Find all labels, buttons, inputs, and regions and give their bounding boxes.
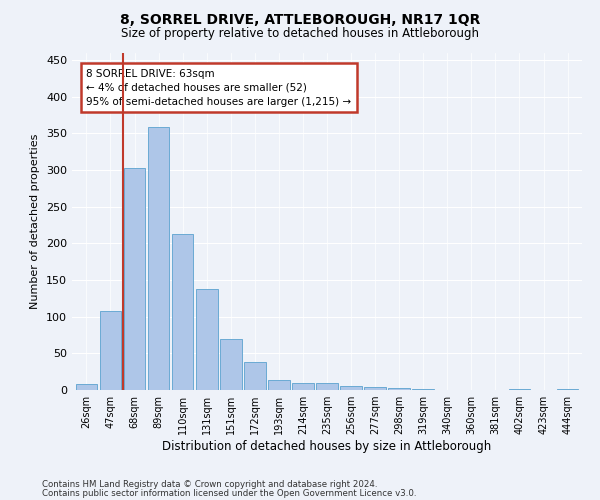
Bar	[340, 386, 362, 390]
Bar	[292, 382, 314, 390]
Bar	[557, 388, 578, 390]
Text: 8, SORREL DRIVE, ATTLEBOROUGH, NR17 1QR: 8, SORREL DRIVE, ATTLEBOROUGH, NR17 1QR	[120, 12, 480, 26]
Bar	[220, 340, 242, 390]
Bar	[268, 380, 290, 390]
Text: Size of property relative to detached houses in Attleborough: Size of property relative to detached ho…	[121, 28, 479, 40]
Text: 8 SORREL DRIVE: 63sqm
← 4% of detached houses are smaller (52)
95% of semi-detac: 8 SORREL DRIVE: 63sqm ← 4% of detached h…	[86, 68, 352, 106]
X-axis label: Distribution of detached houses by size in Attleborough: Distribution of detached houses by size …	[163, 440, 491, 453]
Bar	[388, 388, 410, 390]
Bar	[364, 387, 386, 390]
Bar	[148, 128, 169, 390]
Bar	[124, 168, 145, 390]
Bar	[100, 311, 121, 390]
Bar	[76, 384, 97, 390]
Bar	[244, 362, 266, 390]
Bar	[196, 290, 218, 390]
Bar	[509, 388, 530, 390]
Bar	[316, 382, 338, 390]
Text: Contains HM Land Registry data © Crown copyright and database right 2024.: Contains HM Land Registry data © Crown c…	[42, 480, 377, 489]
Y-axis label: Number of detached properties: Number of detached properties	[31, 134, 40, 309]
Text: Contains public sector information licensed under the Open Government Licence v3: Contains public sector information licen…	[42, 488, 416, 498]
Bar	[172, 234, 193, 390]
